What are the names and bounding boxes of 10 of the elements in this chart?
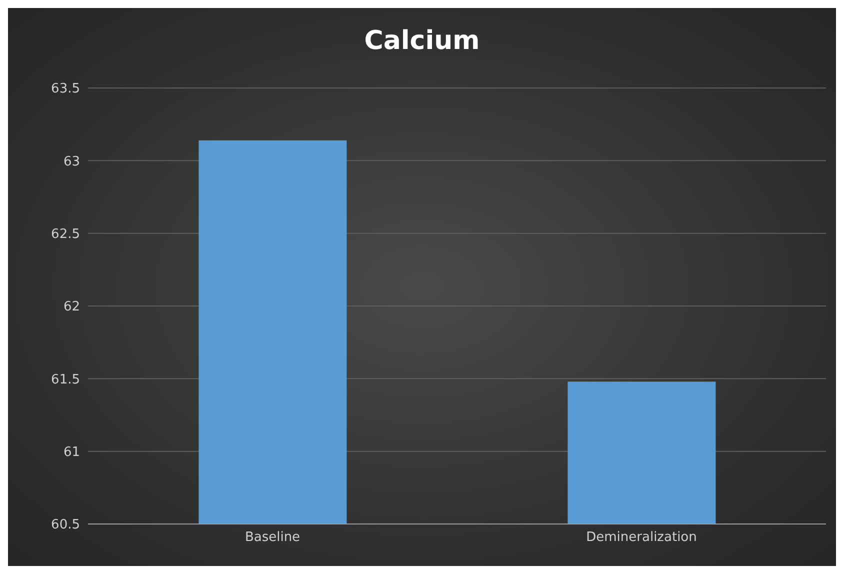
y-tick-label: 63 (63, 154, 80, 170)
y-tick-label: 61 (63, 444, 80, 460)
y-tick-label: 60.5 (51, 518, 80, 533)
x-tick-label: Baseline (244, 530, 300, 546)
y-tick-label: 61.5 (51, 372, 80, 388)
y-tick-label: 63.5 (51, 82, 80, 97)
x-tick-label: Demineralization (586, 530, 697, 546)
chart-title: Calcium (363, 26, 481, 56)
y-tick-label: 62 (63, 300, 80, 315)
y-tick-label: 62.5 (51, 226, 80, 242)
